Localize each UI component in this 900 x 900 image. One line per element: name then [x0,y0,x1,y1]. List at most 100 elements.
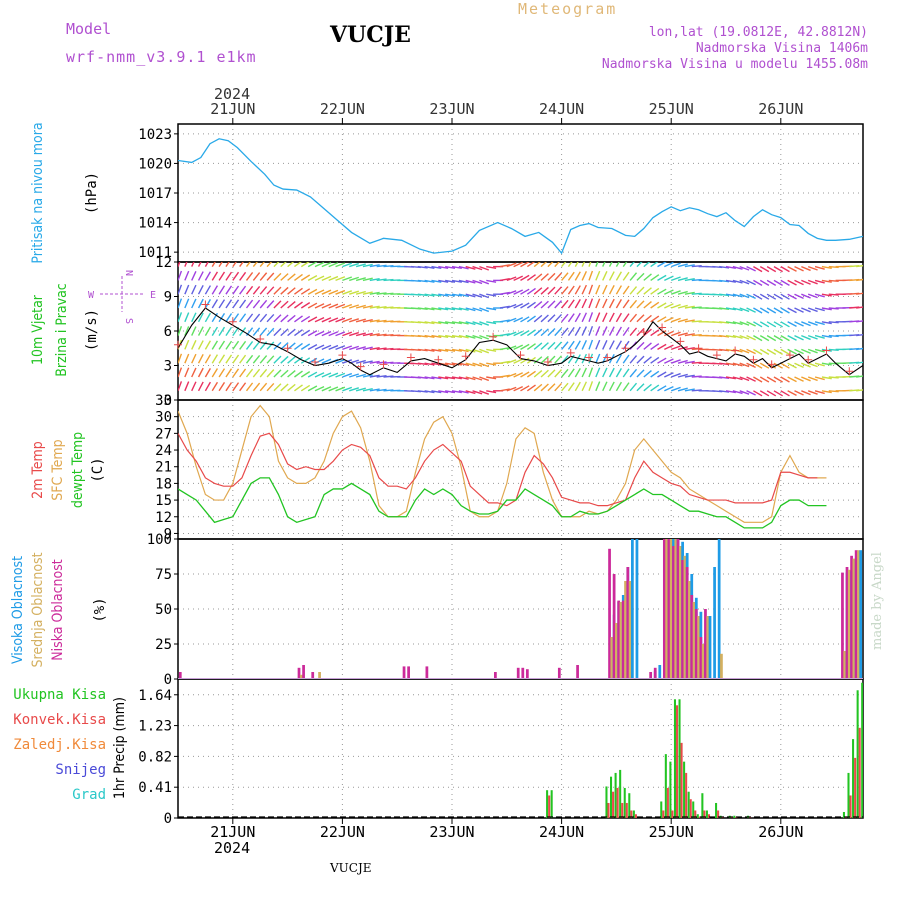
day-label-top: 24JUN [539,100,584,118]
y-tick-label: 0.41 [138,780,172,796]
wind-arrow [252,285,261,295]
wind-arrow [650,343,660,350]
wind-arrow [300,274,311,281]
precip-bar-total [678,699,681,818]
cloud-bar-low [699,637,703,679]
wind-arrow [807,307,818,313]
wind-arrow [520,274,530,282]
wind-arrow [608,340,615,350]
wind-arrow [321,386,332,392]
wind-arrow [794,390,804,396]
wind-arrow [759,265,770,273]
wind-arrow [856,278,863,282]
wind-arrow [766,265,777,273]
wind-arrow [191,340,197,350]
wind-marker [658,323,667,332]
wind-arrow [780,334,790,342]
day-label-top: 26JUN [758,100,803,118]
wind-arrow [615,298,623,309]
wind-arrow [314,275,325,282]
wind-arrow [232,327,240,337]
y-tick-label: 1.23 [138,719,172,735]
wind-arrow [369,264,380,268]
precip-legend-2: Zaledj.Kisa [13,737,106,753]
wind-arrow [204,381,212,392]
wind-arrow [691,361,702,364]
wind-arrow [588,262,592,267]
wind-arrow [266,341,275,350]
wind-marker [712,351,721,360]
wind-arrow [342,372,353,378]
wind-arrow [725,293,736,297]
wind-arrow [211,312,219,323]
day-label-bottom: 21JUN [210,823,255,841]
wind-arrow [862,348,863,350]
wind-arrow [657,385,667,392]
wind-arrow [266,369,275,378]
cloud-bar-mid [665,539,669,679]
wind-arrow [581,271,588,281]
wind-arrow [780,321,790,328]
wind-arrow [287,370,296,378]
wind-arrow [657,274,667,282]
wind-arrow [547,314,556,323]
wind-arrow [807,293,818,299]
wind-arrow [664,316,674,323]
cloud-bar-mid [857,550,860,679]
cloud-bar-low [402,666,406,679]
wind-arrow [445,307,456,311]
pressure-unit-label: (hPa) [84,172,100,214]
wind-arrow [438,390,449,394]
wind-arrow [300,384,311,392]
wind-arrow [650,301,660,309]
wind-arrow [588,381,594,392]
wind-arrow [259,272,268,281]
wind-arrow [273,300,282,309]
wind-arrow [211,285,219,295]
wind-arrow [376,319,387,323]
day-label-top: 23JUN [429,100,474,118]
y-tick-label: 6 [164,324,172,340]
wind-arrow [184,367,190,378]
wind-arrow [602,312,608,323]
wind-arrow [465,321,476,326]
wind-arrow [349,387,359,392]
wind-arrow [561,341,569,350]
wind-arrow [787,279,797,286]
wind-arrow [753,307,763,314]
cloud-unit-label: (%) [92,597,108,622]
cloud-bar-mid [843,651,847,679]
wind-arrow [773,293,783,300]
wind-arrow [567,262,573,268]
wind-arrow [787,376,797,383]
wind-arrow [787,307,797,314]
wind-arrow [629,368,638,378]
wind-arrow [780,376,790,383]
wind-arrow [821,265,832,270]
wind-marker [585,353,593,362]
wind-arrow [643,301,652,309]
wind-arrow [506,290,517,295]
wind-arrow [307,274,318,282]
panel-frame-cloud [177,538,864,680]
wind-arrow [814,265,825,270]
wind-arrow [622,313,630,323]
wind-arrow [828,265,839,269]
wind-arrow [554,382,563,392]
wind-arrow [602,381,608,392]
cloud-bar-mid [706,616,710,679]
wind-arrow [225,368,233,378]
wind-arrow [615,354,623,364]
wind-arrow [581,312,588,323]
cloud-bar-mid [669,539,673,679]
wind-arrow [204,298,212,309]
wind-arrow [294,342,303,350]
wind-arrow [273,383,282,392]
wind-arrow [561,368,569,378]
wind-arrow [376,264,387,268]
y-tick-label: 33 [155,393,172,409]
precip-bar-total [610,776,613,818]
wind-arrow [376,361,387,364]
wind-arrow [794,293,804,300]
wind-arrow [362,374,373,378]
